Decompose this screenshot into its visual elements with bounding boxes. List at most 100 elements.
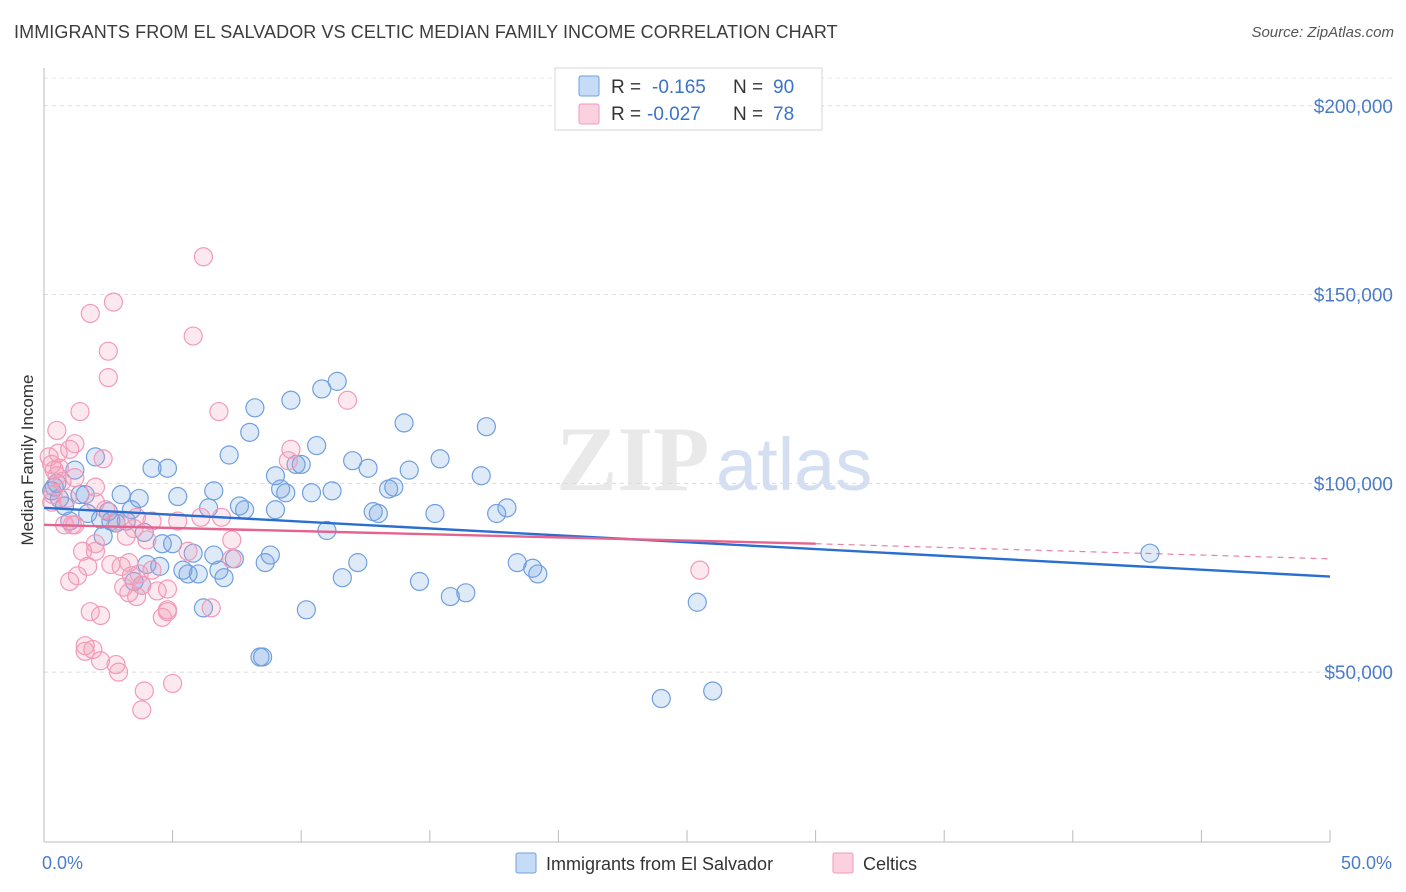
data-point — [48, 443, 68, 463]
data-point — [384, 477, 404, 497]
data-point — [523, 558, 543, 578]
legend-swatch-pink — [578, 103, 600, 125]
chart-title: IMMIGRANTS FROM EL SALVADOR VS CELTIC ME… — [14, 22, 838, 42]
data-point — [85, 541, 106, 561]
data-point — [278, 451, 298, 471]
legend-r-label-2: R = — [611, 104, 641, 125]
trend-line-blue — [43, 506, 1331, 578]
data-point — [75, 641, 95, 661]
data-point — [80, 602, 100, 622]
data-point — [70, 401, 90, 422]
data-point — [168, 511, 188, 531]
data-point — [312, 379, 332, 399]
watermark-zip: ZIP — [556, 408, 709, 510]
bottom-legend-swatch-pink — [832, 852, 854, 874]
data-point — [90, 651, 111, 671]
data-point — [368, 503, 388, 524]
data-point — [157, 579, 178, 599]
data-point — [137, 530, 157, 550]
data-point — [90, 605, 111, 626]
data-point — [240, 422, 260, 442]
data-point — [142, 560, 162, 580]
data-point — [235, 500, 255, 520]
correlation-legend: R = -0.165 N = 90 R = -0.027 N = 78 — [554, 67, 823, 131]
x-tick-label-min: 0.0% — [42, 853, 83, 873]
data-point — [126, 586, 147, 607]
data-point — [111, 485, 131, 505]
legend-swatch-blue — [578, 75, 600, 97]
data-point — [651, 688, 671, 709]
data-point — [204, 481, 224, 501]
data-point — [163, 534, 183, 554]
data-point — [337, 390, 358, 410]
data-point — [343, 451, 363, 471]
data-point — [201, 598, 221, 618]
data-point — [307, 435, 327, 456]
legend-n-value-2: 78 — [773, 104, 794, 125]
data-point — [124, 519, 144, 539]
y-tick-label: $150,000 — [1314, 286, 1393, 307]
y-tick-labels: $50,000 $100,000 $150,000 $200,000 — [1314, 97, 1393, 684]
data-point — [98, 368, 118, 388]
data-point — [327, 371, 347, 391]
data-point — [106, 654, 126, 675]
watermark-atlas: atlas — [716, 423, 872, 506]
data-point — [222, 549, 242, 569]
legend-n-label-2: N = — [733, 104, 763, 125]
data-point — [83, 639, 103, 660]
data-point — [85, 447, 106, 467]
data-point — [291, 454, 311, 475]
data-point — [214, 568, 234, 588]
data-point — [43, 485, 63, 505]
data-point — [134, 681, 154, 701]
data-point — [75, 485, 95, 505]
data-point — [142, 511, 162, 531]
y-axis-label: Median Family Income — [18, 374, 37, 545]
data-point — [209, 401, 229, 422]
data-point — [47, 420, 67, 441]
y-tick-label: $200,000 — [1314, 97, 1393, 118]
data-point — [229, 496, 250, 516]
data-point — [260, 545, 280, 565]
trend-line-pink — [43, 523, 816, 545]
data-point — [157, 600, 178, 620]
data-point — [157, 458, 178, 478]
data-point — [168, 486, 188, 507]
data-point — [188, 564, 208, 584]
data-point — [47, 466, 67, 486]
series-legend: Immigrants from El Salvador Celtics — [515, 852, 917, 874]
data-point — [85, 477, 106, 497]
data-point — [296, 600, 316, 620]
data-point — [65, 460, 85, 480]
y-tick-label: $50,000 — [1324, 663, 1393, 684]
data-point — [425, 503, 445, 524]
data-point — [93, 449, 113, 469]
data-point — [245, 398, 265, 418]
bottom-legend-label-pink: Celtics — [863, 854, 917, 874]
legend-n-label-1: N = — [733, 77, 763, 98]
data-point — [219, 445, 239, 465]
data-point — [399, 460, 419, 480]
data-point — [193, 247, 214, 267]
data-point — [80, 303, 100, 324]
source-label: Source: ZipAtlas.com — [1251, 24, 1394, 41]
data-point — [487, 503, 507, 524]
data-point — [57, 488, 77, 509]
data-point — [60, 439, 80, 459]
data-point — [103, 292, 124, 312]
trend-lines — [43, 506, 1331, 578]
data-point — [456, 583, 476, 603]
x-tick-label-max: 50.0% — [1341, 853, 1392, 873]
data-point — [271, 479, 291, 499]
legend-r-value-1: -0.165 — [652, 77, 706, 98]
data-point — [476, 417, 496, 437]
legend-r-label-1: R = — [611, 77, 641, 98]
data-point — [222, 530, 242, 550]
series-el-salvador — [42, 371, 1160, 709]
data-point — [42, 492, 62, 512]
data-point — [322, 481, 342, 501]
data-point — [204, 545, 224, 565]
data-point — [178, 564, 198, 584]
data-point — [409, 571, 430, 592]
